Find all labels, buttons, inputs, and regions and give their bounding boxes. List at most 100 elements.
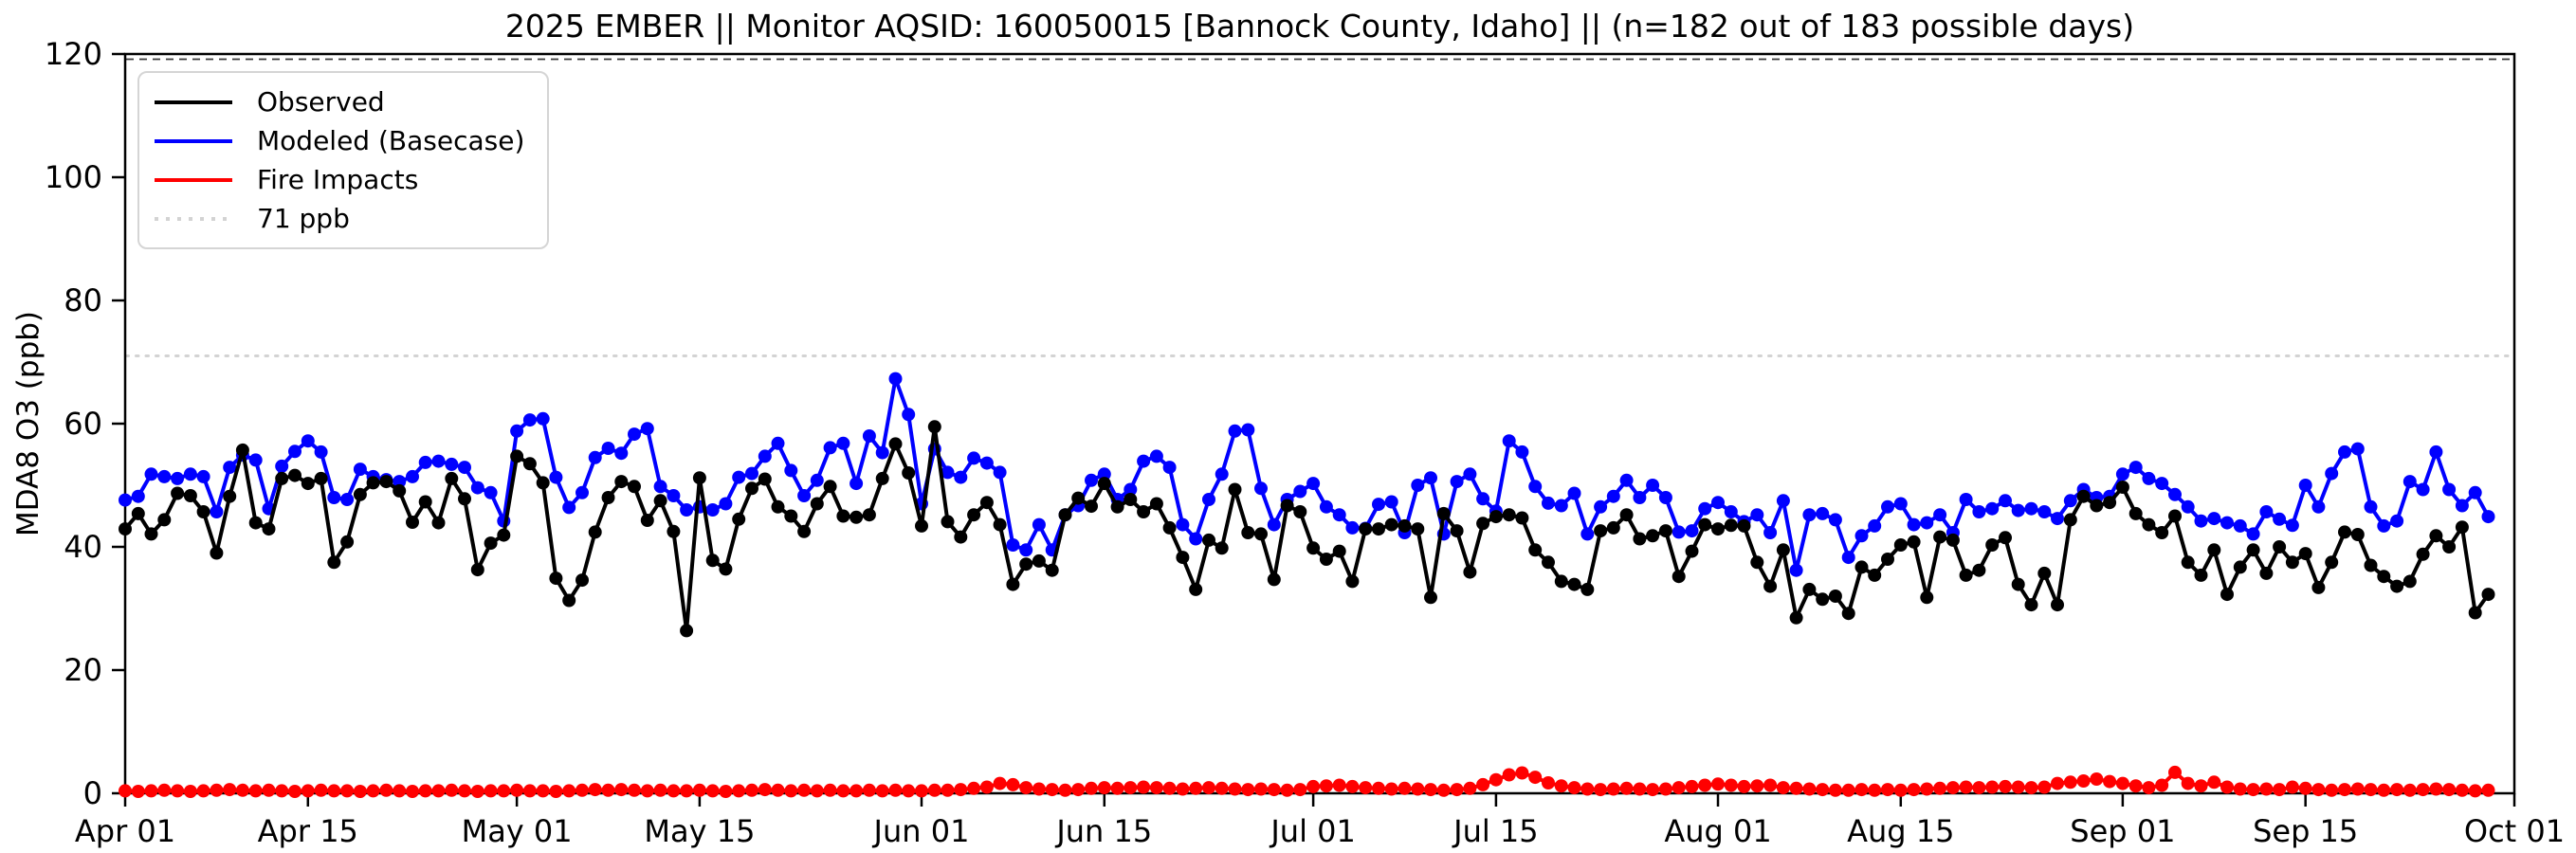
series-observed-marker: [2298, 547, 2312, 561]
series-observed-marker: [2285, 555, 2299, 570]
series-modeled-basecase-marker: [2364, 499, 2378, 514]
series-fire-impacts-marker: [1658, 782, 1672, 796]
series-observed-marker: [2220, 588, 2234, 602]
series-fire-impacts-marker: [2128, 779, 2143, 793]
series-modeled-basecase-marker: [1868, 518, 1882, 533]
series-fire-impacts-marker: [340, 784, 355, 798]
series-observed-marker: [1594, 524, 1608, 538]
series-modeled-basecase-marker: [157, 469, 172, 483]
x-tick-label: Sep 15: [2253, 813, 2358, 849]
series-observed-marker: [575, 573, 589, 588]
series-modeled-basecase-marker: [1202, 493, 1215, 506]
series-modeled-basecase-marker: [119, 493, 132, 507]
series-observed-marker: [1398, 518, 1412, 533]
legend-line-observed-icon: [155, 100, 232, 104]
series-observed-marker: [1280, 499, 1294, 513]
series-fire-impacts-marker: [497, 784, 511, 798]
series-modeled-basecase-marker: [1633, 491, 1647, 504]
series-observed-marker: [393, 483, 407, 498]
series-fire-impacts-marker: [927, 783, 941, 797]
series-modeled-basecase-marker: [2207, 512, 2221, 526]
series-fire-impacts-marker: [353, 785, 367, 798]
series-fire-impacts-marker: [1424, 783, 1437, 797]
series-fire-impacts-marker: [680, 784, 694, 798]
series-observed-marker: [223, 489, 237, 503]
series-observed-marker: [1985, 538, 2000, 552]
series-fire-impacts-marker: [327, 784, 341, 798]
series-observed-marker: [2207, 543, 2221, 557]
series-observed-marker: [418, 495, 432, 509]
series-observed-marker: [2076, 489, 2091, 503]
series-fire-impacts-marker: [2233, 782, 2247, 796]
series-fire-impacts-marker: [1411, 782, 1425, 796]
legend: Observed Modeled (Basecase) Fire Impacts…: [137, 71, 550, 249]
series-fire-impacts-marker: [171, 784, 185, 798]
series-fire-impacts-marker: [2076, 774, 2091, 788]
series-fire-impacts-marker: [1215, 781, 1229, 795]
series-modeled-basecase-marker: [2194, 514, 2208, 528]
series-fire-impacts-marker: [1110, 781, 1124, 795]
series-observed-marker: [1658, 524, 1672, 538]
series-observed-marker: [1528, 543, 1543, 557]
series-observed-marker: [1463, 565, 1477, 579]
series-modeled-basecase-marker: [1907, 517, 1921, 532]
series-fire-impacts-marker: [692, 783, 706, 797]
x-tick-label: Oct 01: [2464, 813, 2565, 849]
series-observed-marker: [797, 524, 812, 538]
series-fire-impacts-marker: [758, 783, 772, 797]
series-modeled-basecase-marker: [954, 470, 968, 484]
series-modeled-basecase-marker: [705, 503, 720, 517]
series-observed-marker: [1267, 572, 1281, 587]
series-fire-impacts-marker: [210, 783, 224, 797]
series-modeled-basecase-marker: [2429, 445, 2443, 459]
series-fire-impacts-marker: [941, 783, 955, 797]
series-fire-impacts-marker: [888, 783, 903, 797]
series-observed-marker: [1006, 577, 1020, 591]
series-modeled-basecase-marker: [941, 465, 955, 480]
series-modeled-basecase-marker: [888, 372, 903, 386]
series-modeled-basecase-marker: [301, 434, 315, 448]
series-observed-marker: [288, 468, 301, 482]
series-modeled-basecase-marker: [2220, 516, 2234, 530]
series-observed-marker: [993, 517, 1007, 532]
series-fire-impacts-marker: [2063, 775, 2077, 789]
series-observed-marker: [2377, 570, 2391, 584]
series-observed-marker: [1789, 610, 1803, 625]
series-fire-impacts-marker: [1633, 782, 1647, 796]
x-tick-label: Jun 15: [1054, 813, 1152, 849]
series-observed-marker: [2155, 526, 2169, 539]
series-fire-impacts-marker: [2037, 780, 2052, 794]
series-observed-marker: [1110, 499, 1124, 514]
series-fire-impacts-marker: [1293, 783, 1307, 797]
series-fire-impacts-marker: [144, 784, 158, 798]
series-modeled-basecase-marker: [1893, 497, 1908, 511]
series-modeled-basecase-marker: [1619, 473, 1634, 487]
series-observed-marker: [1515, 511, 1529, 525]
series-fire-impacts-marker: [1189, 781, 1203, 795]
series-fire-impacts-marker: [705, 784, 720, 798]
series-modeled-basecase-marker: [588, 450, 602, 464]
series-observed-marker: [2390, 579, 2404, 593]
legend-item-modeled: Modeled (Basecase): [155, 121, 524, 160]
series-modeled-basecase-marker: [1816, 506, 1830, 520]
series-fire-impacts-marker: [1085, 781, 1098, 795]
series-fire-impacts-marker: [1267, 783, 1281, 797]
series-observed-marker: [183, 489, 197, 502]
series-fire-impacts-marker: [379, 783, 393, 797]
series-fire-impacts-marker: [2207, 775, 2221, 789]
series-fire-impacts-marker: [157, 783, 172, 797]
series-modeled-basecase-marker: [248, 453, 263, 467]
series-fire-impacts-marker: [262, 783, 276, 797]
x-tick-label: Apr 15: [258, 813, 358, 849]
series-fire-impacts-marker: [875, 784, 889, 798]
series-observed-marker: [1228, 482, 1242, 497]
series-observed-marker: [1959, 568, 1973, 582]
series-modeled-basecase-marker: [2350, 442, 2365, 456]
series-observed-marker: [823, 480, 837, 494]
series-fire-impacts-marker: [275, 784, 289, 798]
series-fire-impacts-marker: [2103, 774, 2117, 789]
series-observed-marker: [1202, 533, 1215, 547]
series-modeled-basecase-marker: [1450, 475, 1464, 489]
series-modeled-basecase-marker: [1228, 424, 1242, 438]
series-modeled-basecase-marker: [2233, 518, 2247, 533]
